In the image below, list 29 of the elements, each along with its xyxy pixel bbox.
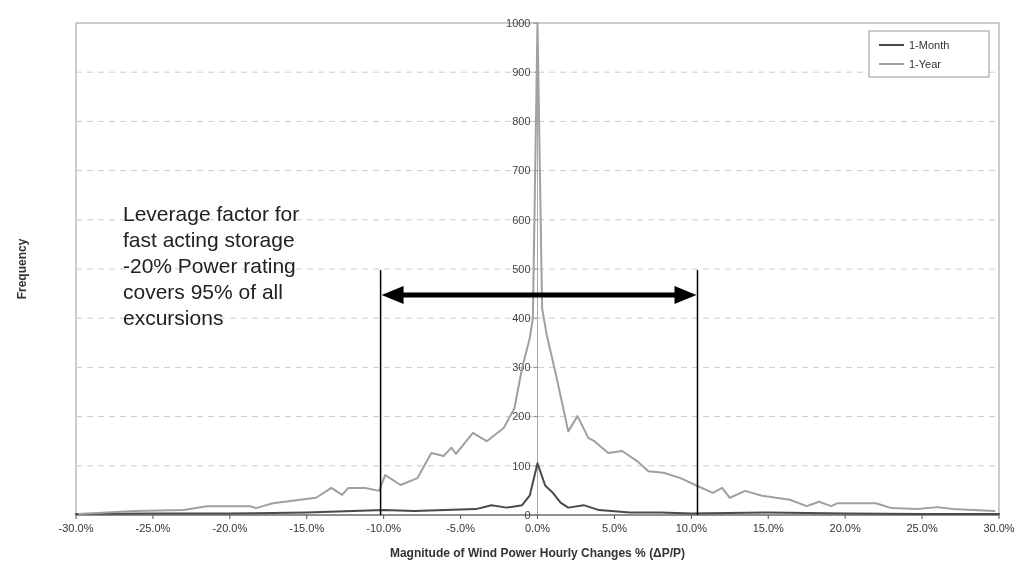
x-tick-label: 30.0% <box>983 522 1015 534</box>
x-tick-label: -20.0% <box>212 522 248 534</box>
x-axis-title: Magnitude of Wind Power Hourly Changes % (ΔP/P) <box>389 546 686 560</box>
x-tick-label: 5.0% <box>601 522 628 534</box>
y-axis-title: Frequency <box>15 238 29 300</box>
y-tick-label: 200 <box>512 410 531 423</box>
x-tick-label: 10.0% <box>675 522 708 534</box>
x-tick-label: -25.0% <box>135 522 171 534</box>
x-tick-label: 20.0% <box>829 522 861 534</box>
legend-label: 1-Month <box>909 38 950 51</box>
x-tick-label: 25.0% <box>906 522 938 534</box>
legend-label: 1-Year <box>909 57 942 70</box>
x-tick-label: -30.0% <box>58 522 94 534</box>
x-tick-label: 15.0% <box>752 522 785 534</box>
x-tick-label: -5.0% <box>446 522 476 534</box>
y-tick-label: 900 <box>512 66 531 79</box>
y-tick-label: 0 <box>524 508 531 521</box>
y-tick-label: 1000 <box>506 16 531 29</box>
annotation: Leverage factor for fast acting storage -20% Power rating covers 95% of all excursions <box>123 202 300 329</box>
x-tick-label: 0.0% <box>524 522 551 534</box>
y-tick-label: 600 <box>512 213 531 226</box>
y-tick-label: 300 <box>512 361 531 374</box>
x-tick-label: -15.0% <box>289 522 325 534</box>
y-tick-label: 500 <box>512 262 531 275</box>
y-tick-label: 700 <box>512 164 531 177</box>
y-tick-label: 100 <box>512 459 531 472</box>
x-tick-label: -10.0% <box>366 522 402 534</box>
y-tick-label: 800 <box>512 115 531 128</box>
y-tick-label: 400 <box>512 312 531 325</box>
